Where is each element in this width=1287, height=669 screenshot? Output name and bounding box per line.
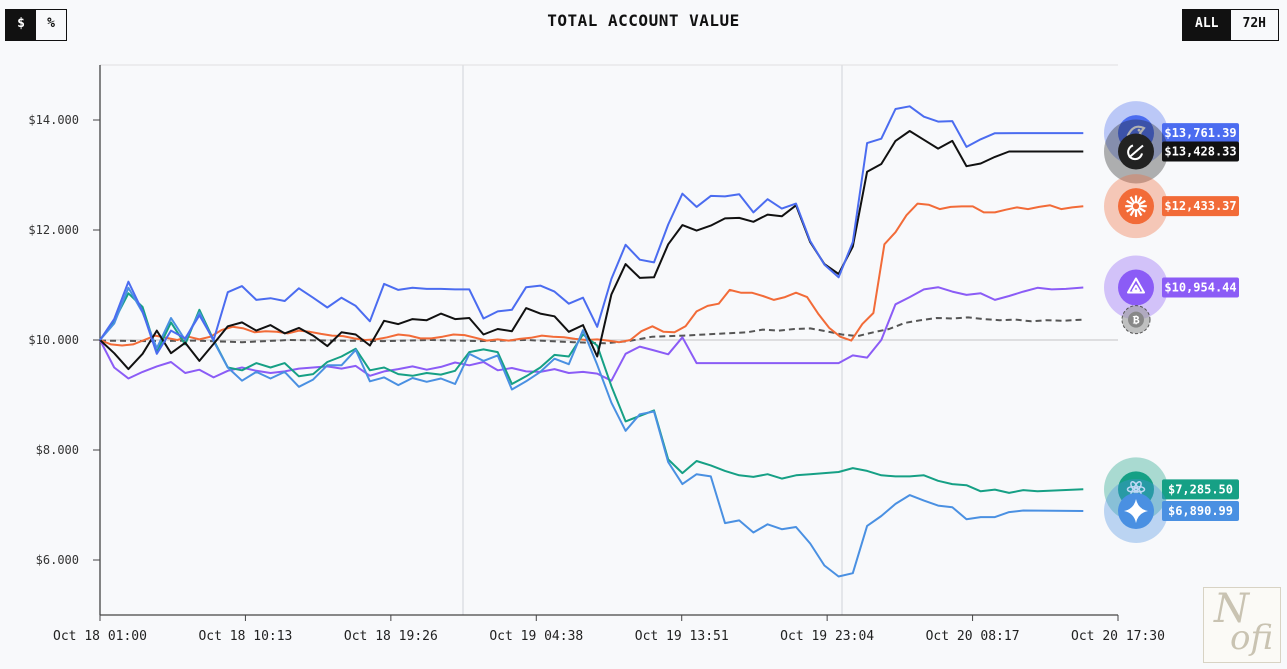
icon-ray — [1126, 199, 1134, 206]
x-tick-label: Oct 18 10:13 — [198, 629, 292, 644]
x-tick-label: Oct 18 19:26 — [344, 629, 438, 644]
icon-ray — [1129, 208, 1136, 217]
y-tick-label: $14.000 — [28, 113, 79, 127]
unit-toggle: $ % — [5, 9, 67, 41]
series-line-gemini — [99, 286, 1084, 578]
value-label-box — [1162, 479, 1239, 500]
x-tick-label: Oct 19 13:51 — [635, 629, 729, 644]
icon-glyph: ₿ — [1133, 314, 1140, 327]
icon-petal — [1133, 481, 1142, 492]
x-tick-label: Oct 19 04:38 — [489, 629, 583, 644]
y-tick-label: $12.000 — [28, 223, 79, 237]
icon-ray — [1136, 196, 1143, 205]
y-tick-label: $8.000 — [36, 443, 79, 457]
range-toggle: ALL 72H — [1182, 9, 1279, 41]
range-all-button[interactable]: ALL — [1183, 10, 1231, 40]
sunburst-marker: $12,433.37 — [1104, 174, 1239, 239]
gemini-marker: $6,890.99 — [1104, 478, 1239, 543]
icon-star — [1124, 498, 1148, 523]
bitcoin-marker: ₿ — [1121, 305, 1151, 335]
value-label: $13,761.39 — [1164, 126, 1236, 140]
y-tick-label: $10.000 — [28, 333, 79, 347]
icon-ray — [1136, 208, 1143, 217]
value-label-box — [1162, 141, 1239, 162]
qwen-icon — [1118, 269, 1154, 306]
value-label: $10,954.44 — [1164, 281, 1236, 295]
marker-layer: $13,761.39 $13,428.33 $12,433.37 $10,954.44… — [1104, 101, 1239, 543]
value-label: $6,890.99 — [1168, 504, 1233, 518]
range-72h-button[interactable]: 72H — [1242, 16, 1266, 31]
qwen-marker: $10,954.44 — [1104, 255, 1239, 320]
icon-ray — [1126, 206, 1134, 213]
series-line-grok — [99, 130, 1084, 371]
unit-dollar-button[interactable]: $ — [6, 10, 36, 40]
axes: $6.000 $8.000 $10.000 $12.000 $14.000 Oct 18 … — [28, 65, 1165, 644]
unit-percent-button[interactable]: % — [47, 16, 55, 31]
icon-ray — [1129, 196, 1136, 205]
value-label-box — [1162, 500, 1239, 521]
x-tick-label: Oct 19 23:04 — [780, 629, 874, 644]
series-line-claude — [99, 202, 1084, 347]
chart-title: TOTAL ACCOUNT VALUE — [547, 11, 740, 30]
value-label: $13,428.33 — [1164, 144, 1236, 158]
grok-marker: $13,428.33 — [1104, 119, 1239, 184]
value-label-box — [1162, 196, 1239, 217]
sunburst-icon — [1118, 188, 1154, 225]
icon-ray — [1138, 199, 1146, 206]
value-label: $7,285.50 — [1168, 482, 1233, 496]
value-label-box — [1162, 277, 1239, 298]
series-line-chatgpt — [99, 292, 1084, 494]
value-label-box — [1162, 123, 1239, 144]
icon-ray — [1138, 206, 1146, 213]
icon-eye — [1137, 128, 1141, 132]
bitcoin-icon — [1128, 311, 1144, 328]
icon-shape — [1127, 277, 1145, 294]
series-line-qwen — [99, 286, 1084, 382]
series-line-btc-buy-hold — [99, 316, 1084, 345]
series-line-deepseek — [99, 105, 1084, 355]
x-tick-label: Oct 20 08:17 — [926, 629, 1020, 644]
x-tick-label: Oct 18 01:00 — [53, 629, 147, 644]
y-tick-label: $6.000 — [36, 553, 79, 567]
icon-shape — [1127, 144, 1144, 161]
x-tick-label: Oct 20 17:30 — [1071, 629, 1165, 644]
series-layer — [99, 105, 1084, 578]
value-label: $12,433.37 — [1164, 199, 1236, 213]
